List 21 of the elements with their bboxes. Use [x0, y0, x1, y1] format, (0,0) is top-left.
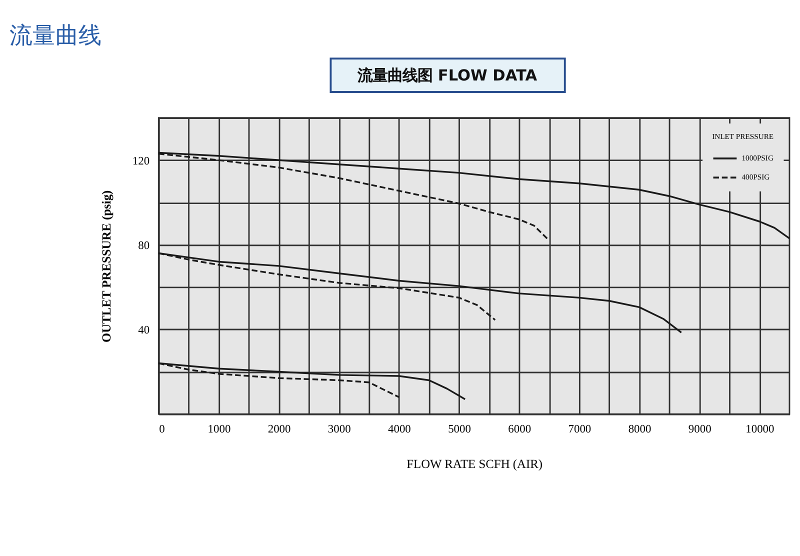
x-tick-label: 10000 [746, 424, 775, 436]
legend-label: 400PSIG [742, 172, 770, 182]
x-tick-label: 2000 [268, 424, 292, 436]
x-axis-title: FLOW RATE SCFH (AIR) [406, 457, 543, 472]
x-tick-label: 3000 [328, 424, 352, 436]
legend-label: 1000PSIG [742, 153, 774, 162]
x-tick-label: 0 [159, 424, 166, 436]
x-tick-label: 6000 [508, 424, 532, 436]
x-tick-label: 1000 [208, 424, 231, 436]
x-tick-label: 4000 [388, 424, 412, 436]
x-tick-label: 7000 [568, 424, 592, 436]
x-tick-label: 9000 [688, 424, 712, 436]
chart-subtitle: 流量曲线图 FLOW DATA [356, 66, 538, 85]
y-axis-title: OUTLET PRESSURE (psig) [99, 190, 114, 342]
chart-title: 流量曲线 [10, 23, 102, 50]
x-tick-label: 5000 [448, 424, 472, 436]
y-tick-label: 120 [132, 155, 150, 168]
legend-title: INLET PRESSURE [712, 132, 774, 141]
y-tick-label: 80 [138, 240, 150, 252]
y-tick-label: 40 [138, 324, 150, 337]
x-tick-label: 8000 [628, 424, 652, 436]
